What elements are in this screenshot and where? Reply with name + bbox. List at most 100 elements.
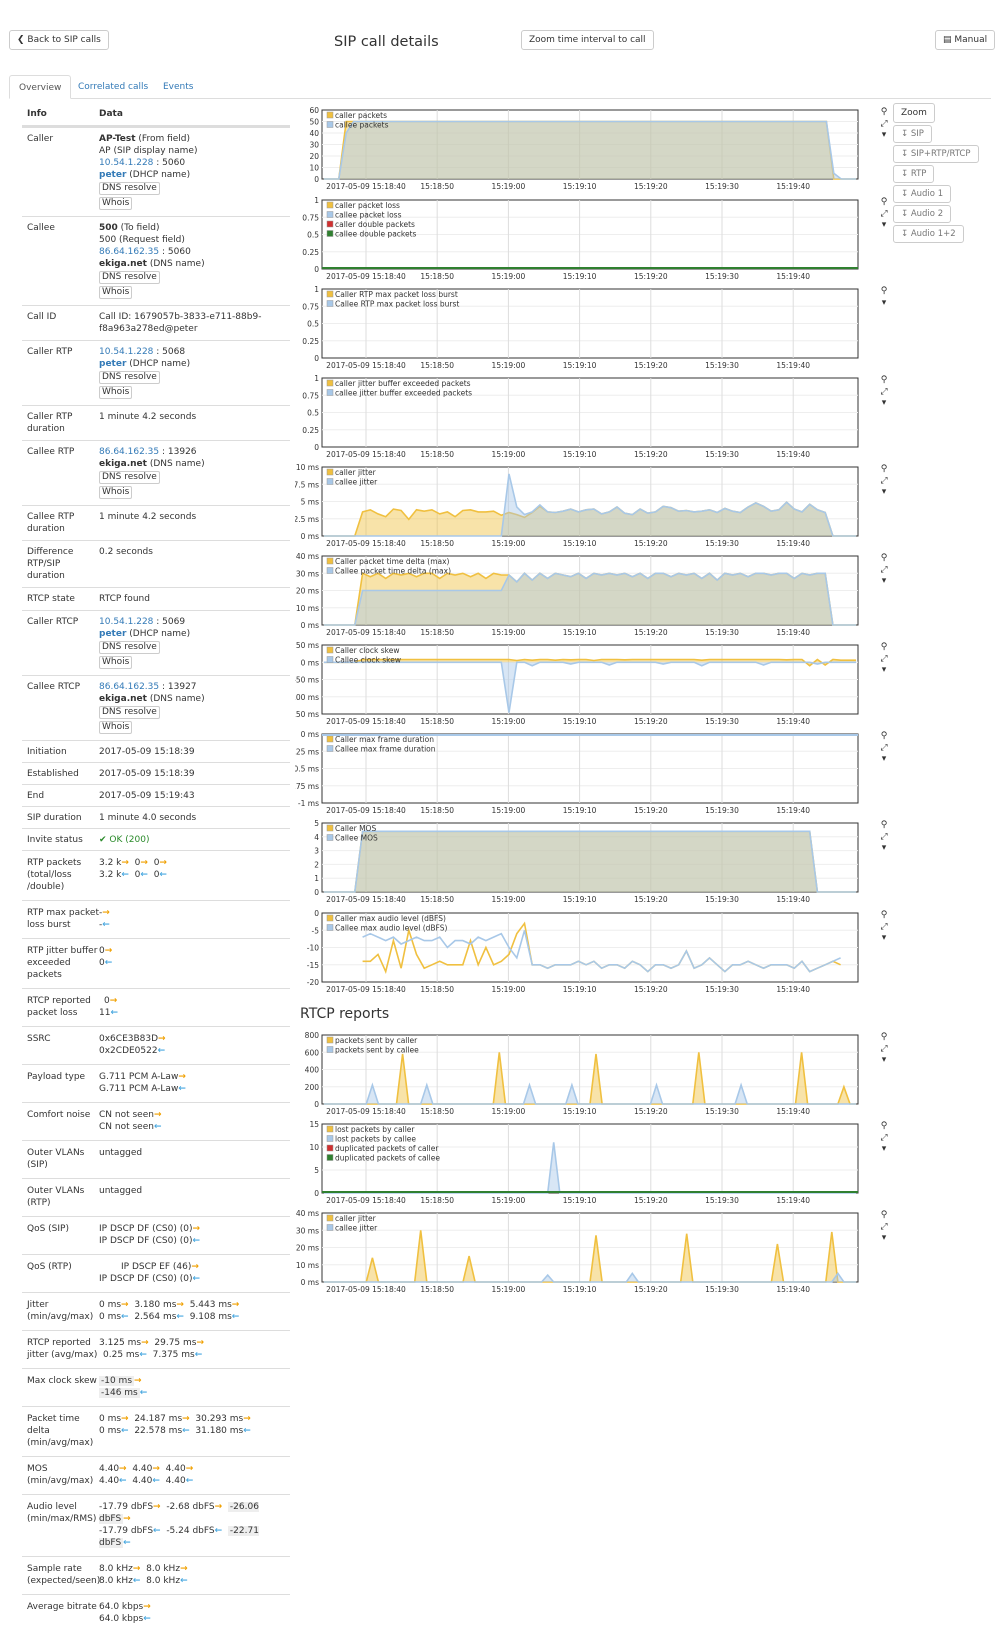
download-audio-1-button[interactable]: ↧ Audio 1 [893,185,952,203]
zoom-icon[interactable]: ⚲ [880,553,888,563]
expand-icon[interactable]: ⤢ [880,118,888,129]
zoom-icon[interactable]: ⚲ [880,820,888,830]
expand-icon[interactable]: ⤢ [880,208,888,219]
expand-icon[interactable]: ⤢ [880,1132,888,1143]
caret-down-icon[interactable]: ▾ [881,576,887,586]
arrow-left-icon: ← [231,1312,240,1322]
y-tick-label: 5 [314,1166,319,1175]
caller-whois-button[interactable]: Whois [99,197,133,210]
caret-down-icon[interactable]: ▾ [881,220,887,230]
callee-rtp-whois-button[interactable]: Whois [99,486,133,499]
expand-icon[interactable]: ⤢ [880,386,888,397]
caller-rtp-dns-resolve-button[interactable]: DNS resolve [99,371,160,384]
callee-rtp-dns-resolve-button[interactable]: DNS resolve [99,471,160,484]
caller-rtp-ip-link[interactable]: 10.54.1.228 [99,347,154,357]
zoom-icon[interactable]: ⚲ [880,910,888,920]
legend-swatch [326,1135,334,1142]
rtp_packets-value: 3.2 k [99,870,122,880]
label-sip-duration: SIP duration [27,813,82,823]
expand-icon[interactable]: ⤢ [880,564,888,575]
zoom-icon[interactable]: ⚲ [880,375,888,385]
tab-correlated-calls[interactable]: Correlated calls [78,82,149,92]
download-audio-2-button[interactable]: ↧ Audio 2 [893,205,952,223]
callee-rtp-ip-link[interactable]: 86.64.162.35 [99,447,160,457]
callee-rtcp-ip-link[interactable]: 86.64.162.35 [99,682,160,692]
caller-dns-resolve-button[interactable]: DNS resolve [99,182,160,195]
caret-down-icon[interactable]: ▾ [881,665,887,675]
zoom-icon[interactable]: ⚲ [880,107,888,117]
y-tick-label: 0 ms [301,658,319,667]
tab-overview[interactable]: Overview [9,75,72,99]
callee-rtcp-whois-button[interactable]: Whois [99,721,133,734]
expand-icon[interactable]: ⤢ [880,653,888,664]
expand-icon[interactable]: ⤢ [880,831,888,842]
caret-down-icon[interactable]: ▾ [881,1055,887,1065]
caller-rtcp-dhcp-link[interactable]: peter [99,629,127,639]
y-tick-label: 0.5 [307,409,319,418]
legend-label: Callee max audio level (dBFS) [335,924,447,933]
zoom-icon[interactable]: ⚲ [880,1210,888,1220]
caret-down-icon[interactable]: ▾ [881,297,887,308]
expand-icon[interactable]: ⤢ [880,742,888,753]
caret-down-icon[interactable]: ▾ [881,130,887,140]
caller-rtp-dhcp-link[interactable]: peter [99,359,127,369]
arrow-left-icon: ← [157,1046,166,1056]
back-to-sip-calls-button[interactable]: ❮ Back to SIP calls [9,30,109,50]
qos_sip-value: IP DSCP DF (CS0) (0) [99,1236,193,1246]
zoom-icon[interactable]: ⚲ [880,642,888,652]
download-sip-button[interactable]: ↧ SIP [893,125,932,143]
caret-down-icon[interactable]: ▾ [881,754,887,764]
download-sip-rtp-rtcp-button[interactable]: ↧ SIP+RTP/RTCP [893,145,979,163]
callee-whois-button[interactable]: Whois [99,286,133,299]
zoom-icon[interactable]: ⚲ [880,197,888,207]
download-audio-1-2-button[interactable]: ↧ Audio 1+2 [893,225,964,243]
zoom-icon[interactable]: ⚲ [880,731,888,741]
download-rtp-button[interactable]: ↧ RTP [893,165,935,183]
y-tick-label: 0 [314,265,319,274]
caller-rtp-whois-button[interactable]: Whois [99,386,133,399]
expand-icon[interactable]: ⤢ [880,921,888,932]
arrow-left-icon: ← [182,1426,190,1436]
caret-down-icon[interactable]: ▾ [881,933,887,943]
callee-rtcp-dns-resolve-button[interactable]: DNS resolve [99,706,160,719]
caller-ip-link[interactable]: 10.54.1.228 [99,158,154,168]
caller-dhcp-link[interactable]: peter [99,170,127,180]
caller-rtcp-ip-link[interactable]: 10.54.1.228 [99,617,154,627]
comfort-value: CN not seen [99,1122,154,1132]
caret-down-icon[interactable]: ▾ [881,843,887,853]
series-area [324,831,856,892]
caret-down-icon[interactable]: ▾ [881,1233,887,1243]
callee-dns-resolve-button[interactable]: DNS resolve [99,271,160,284]
caller-rtcp-whois-button[interactable]: Whois [99,656,133,669]
x-tick-label: 2017-05-09 15:18:40 [326,628,406,637]
caller-rtcp-dns-resolve-button[interactable]: DNS resolve [99,641,160,654]
caret-down-icon[interactable]: ▾ [881,487,887,497]
tab-events[interactable]: Events [163,82,194,92]
caret-down-icon[interactable]: ▾ [881,398,887,408]
zoom-interval-button[interactable]: Zoom time interval to call [521,30,654,50]
y-tick-label: 0 ms [301,1278,319,1287]
zoom-button[interactable]: Zoom [893,103,935,123]
qos_sip-value: IP DSCP DF (CS0) (0) [99,1224,193,1234]
expand-icon[interactable]: ⤢ [880,1043,888,1054]
caret-down-icon[interactable]: ▾ [881,1144,887,1154]
callee-ip-link[interactable]: 86.64.162.35 [99,247,160,257]
x-tick-label: 15:19:40 [776,182,810,191]
y-tick-label: 10 ms [296,463,319,472]
caller-rtcp-port: : 5069 [156,617,186,627]
y-tick-label: 200 [305,1083,320,1092]
zoom-icon[interactable]: ⚲ [880,1121,888,1131]
zoom-icon[interactable]: ⚲ [880,464,888,474]
zoom-icon[interactable]: ⚲ [880,286,888,296]
y-tick-label: 10 ms [296,604,319,613]
manual-button[interactable]: ▤ Manual [935,30,996,50]
arrow-left-icon: ← [139,1350,147,1360]
arrow-left-icon: ← [180,1576,188,1586]
zoom-icon[interactable]: ⚲ [880,1032,888,1042]
expand-icon[interactable]: ⤢ [880,475,888,486]
expand-icon[interactable]: ⤢ [880,1221,888,1232]
x-tick-label: 15:19:40 [776,450,810,459]
arrow-left-icon: ← [139,1388,148,1398]
legend-swatch [326,1154,334,1161]
x-tick-label: 15:19:40 [776,717,810,726]
